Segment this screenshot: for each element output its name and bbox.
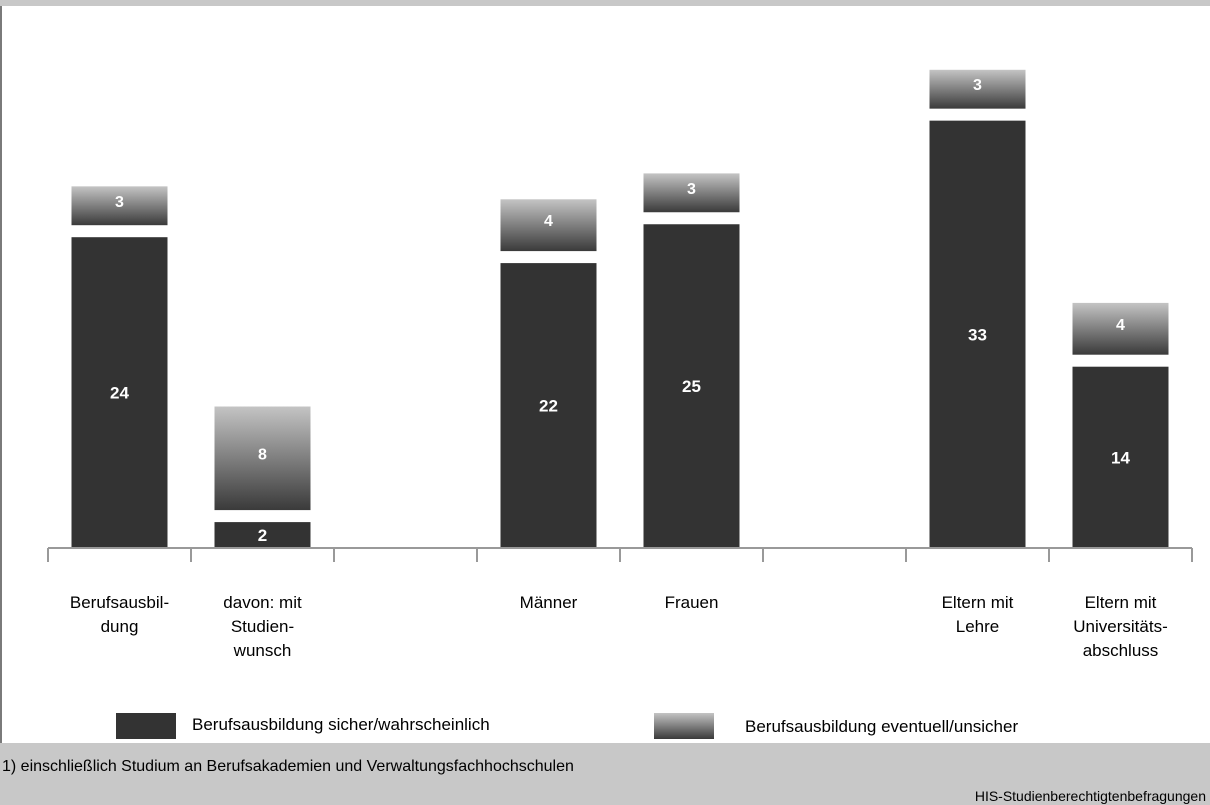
value-label-sure-4: 25 xyxy=(682,377,701,396)
bar-unsure-4 xyxy=(643,173,740,213)
footnote-band xyxy=(0,743,1210,805)
value-label-sure-6: 33 xyxy=(968,325,987,344)
category-label-7-line-0: Eltern mit xyxy=(1085,593,1157,612)
value-label-unsure-4: 3 xyxy=(687,181,696,198)
top-band xyxy=(0,0,1210,6)
value-label-unsure-0: 3 xyxy=(115,194,124,211)
legend-label-sure: Berufsausbildung sicher/wahrscheinlich xyxy=(192,715,490,734)
bar-sure-3 xyxy=(500,263,597,548)
category-label-1-line-1: Studien- xyxy=(231,617,294,636)
value-label-sure-1: 2 xyxy=(258,526,267,545)
footnote: 1) einschließlich Studium an Berufsakade… xyxy=(2,758,574,775)
bar-sure-1 xyxy=(214,522,311,548)
bar-unsure-3 xyxy=(500,199,597,252)
bar-unsure-7 xyxy=(1072,302,1169,355)
category-label-1-line-2: wunsch xyxy=(233,641,292,660)
left-border xyxy=(0,6,2,743)
legend-swatch-sure xyxy=(116,713,176,739)
category-label-0-line-1: dung xyxy=(101,617,139,636)
category-label-7-line-1: Universitäts- xyxy=(1073,617,1167,636)
category-label-4-line-0: Frauen xyxy=(665,593,719,612)
category-label-6-line-1: Lehre xyxy=(956,617,999,636)
value-label-unsure-6: 3 xyxy=(973,77,982,94)
value-label-sure-0: 24 xyxy=(110,384,129,403)
bar-sure-0 xyxy=(71,237,168,548)
value-label-unsure-1: 8 xyxy=(258,446,267,463)
bar-unsure-0 xyxy=(71,186,168,226)
value-label-sure-3: 22 xyxy=(539,397,558,416)
x-axis xyxy=(47,547,1193,562)
legend-label-unsure: Berufsausbildung eventuell/unsicher xyxy=(745,717,1019,736)
bar-unsure-6 xyxy=(929,69,1026,109)
value-label-unsure-7: 4 xyxy=(1116,317,1125,334)
category-label-7-line-2: abschluss xyxy=(1083,641,1159,660)
legend-swatch-unsure xyxy=(654,713,714,739)
bar-sure-4 xyxy=(643,224,740,548)
category-labels: Berufsausbil-dung davon: mit Studien-wunsc… xyxy=(70,593,1168,660)
category-label-3-line-0: Männer xyxy=(520,593,578,612)
category-label-1-line-0: davon: mit xyxy=(223,593,302,612)
value-label-sure-7: 14 xyxy=(1111,448,1130,467)
category-label-0-line-0: Berufsausbil- xyxy=(70,593,169,612)
source-note: HIS-Studienberechtigtenbefragungen xyxy=(974,788,1206,804)
bar-sure-7 xyxy=(1072,366,1169,548)
value-label-unsure-3: 4 xyxy=(544,213,553,230)
category-label-6-line-0: Eltern mit xyxy=(942,593,1014,612)
bar-sure-6 xyxy=(929,120,1026,549)
bar-unsure-1 xyxy=(214,406,311,511)
